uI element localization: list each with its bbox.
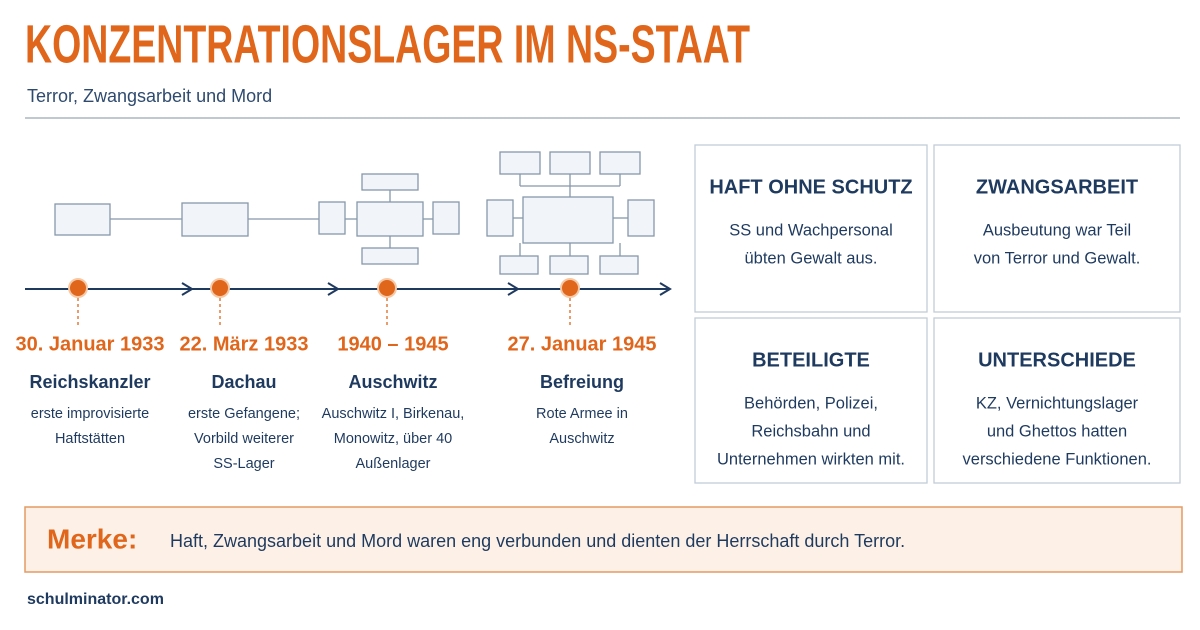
event-description: erste Gefangene;: [188, 406, 300, 422]
cards: HAFT OHNE SCHUTZ SS und Wachpersonal übten…: [694, 144, 1181, 484]
card-text: von Terror und Gewalt.: [974, 249, 1141, 267]
event-description: Rote Armee in: [536, 406, 628, 422]
card-text: Behörden, Polizei,: [744, 394, 878, 412]
subtitle: Terror, Zwangsarbeit und Mord: [27, 86, 272, 106]
card-text: und Ghettos hatten: [987, 422, 1127, 440]
event-title: Auschwitz: [348, 372, 437, 392]
footer: schulminator.com: [27, 591, 164, 608]
event-title: Dachau: [211, 372, 276, 392]
event-description: Monowitz, über 40: [334, 431, 452, 447]
title: KONZENTRATIONSLAGER IM NS-STAAT: [25, 14, 750, 74]
card-text: Ausbeutung war Teil: [983, 221, 1131, 239]
card-text: Unternehmen wirkten mit.: [717, 450, 905, 468]
card: [933, 317, 1181, 484]
event-dot: [68, 278, 88, 298]
event-description: Haftstätten: [55, 431, 125, 447]
card-text: übten Gewalt aus.: [745, 249, 878, 267]
event-description: SS-Lager: [213, 456, 274, 472]
event-date: 30. Januar 1933: [16, 333, 165, 355]
card-title: ZWANGSARBEIT: [976, 176, 1138, 198]
note-label: Merke:: [47, 523, 137, 554]
card-title: HAFT OHNE SCHUTZ: [709, 176, 912, 198]
card-title: BETEILIGTE: [752, 349, 870, 371]
note-box: [24, 506, 1183, 573]
card: [694, 317, 928, 484]
event-dot: [377, 278, 397, 298]
event-title: Reichskanzler: [29, 372, 150, 392]
event-dot: [560, 278, 580, 298]
diagrams: [54, 151, 655, 275]
event-title: Befreiung: [540, 372, 624, 392]
card-text: Reichsbahn und: [751, 422, 870, 440]
event-description: erste improvisierte: [31, 406, 149, 422]
card: [933, 144, 1181, 313]
event-description: Außenlager: [356, 456, 431, 472]
event-date: 1940 – 1945: [337, 333, 448, 355]
card-title: UNTERSCHIEDE: [978, 349, 1136, 371]
event-dot: [210, 278, 230, 298]
event-date: 22. März 1933: [180, 333, 309, 355]
card: [694, 144, 928, 313]
note-text: Haft, Zwangsarbeit und Mord waren eng ve…: [170, 531, 905, 551]
card-text: KZ, Vernichtungslager: [976, 394, 1139, 412]
event-description: Auschwitz I, Birkenau,: [322, 406, 465, 422]
card-text: SS und Wachpersonal: [729, 221, 893, 239]
timeline-events: 30. Januar 1933 Reichskanzler erste improv…: [16, 278, 657, 472]
event-description: Vorbild weiterer: [194, 431, 294, 447]
event-description: Auschwitz: [549, 431, 614, 447]
event-date: 27. Januar 1945: [508, 333, 657, 355]
card-text: verschiedene Funktionen.: [963, 450, 1152, 468]
